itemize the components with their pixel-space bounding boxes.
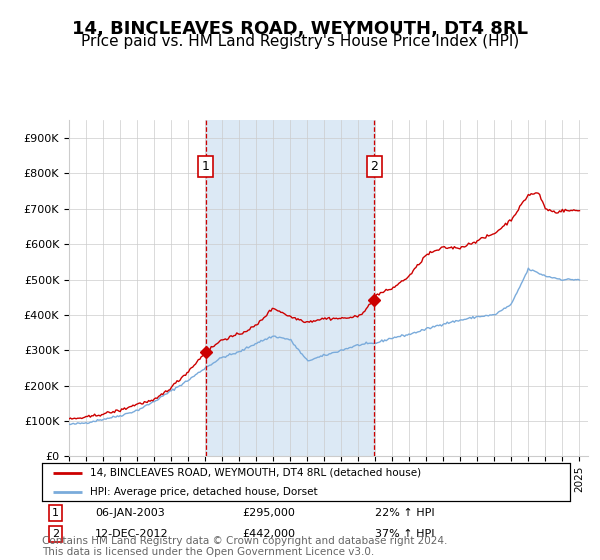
Text: Price paid vs. HM Land Registry's House Price Index (HPI): Price paid vs. HM Land Registry's House …	[81, 34, 519, 49]
Text: 06-JAN-2003: 06-JAN-2003	[95, 508, 164, 518]
Text: 22% ↑ HPI: 22% ↑ HPI	[374, 508, 434, 518]
Text: 2: 2	[52, 529, 59, 539]
Text: HPI: Average price, detached house, Dorset: HPI: Average price, detached house, Dors…	[89, 487, 317, 497]
Text: 14, BINCLEAVES ROAD, WEYMOUTH, DT4 8RL: 14, BINCLEAVES ROAD, WEYMOUTH, DT4 8RL	[72, 20, 528, 38]
Text: 1: 1	[202, 160, 210, 173]
Text: 1: 1	[52, 508, 59, 518]
Text: £295,000: £295,000	[242, 508, 296, 518]
Text: 14, BINCLEAVES ROAD, WEYMOUTH, DT4 8RL (detached house): 14, BINCLEAVES ROAD, WEYMOUTH, DT4 8RL (…	[89, 468, 421, 478]
Bar	[206, 120, 374, 456]
Text: 37% ↑ HPI: 37% ↑ HPI	[374, 529, 434, 539]
Text: 2: 2	[371, 160, 379, 173]
Text: 12-DEC-2012: 12-DEC-2012	[95, 529, 169, 539]
Text: £442,000: £442,000	[242, 529, 296, 539]
Text: Contains HM Land Registry data © Crown copyright and database right 2024.
This d: Contains HM Land Registry data © Crown c…	[42, 535, 448, 557]
